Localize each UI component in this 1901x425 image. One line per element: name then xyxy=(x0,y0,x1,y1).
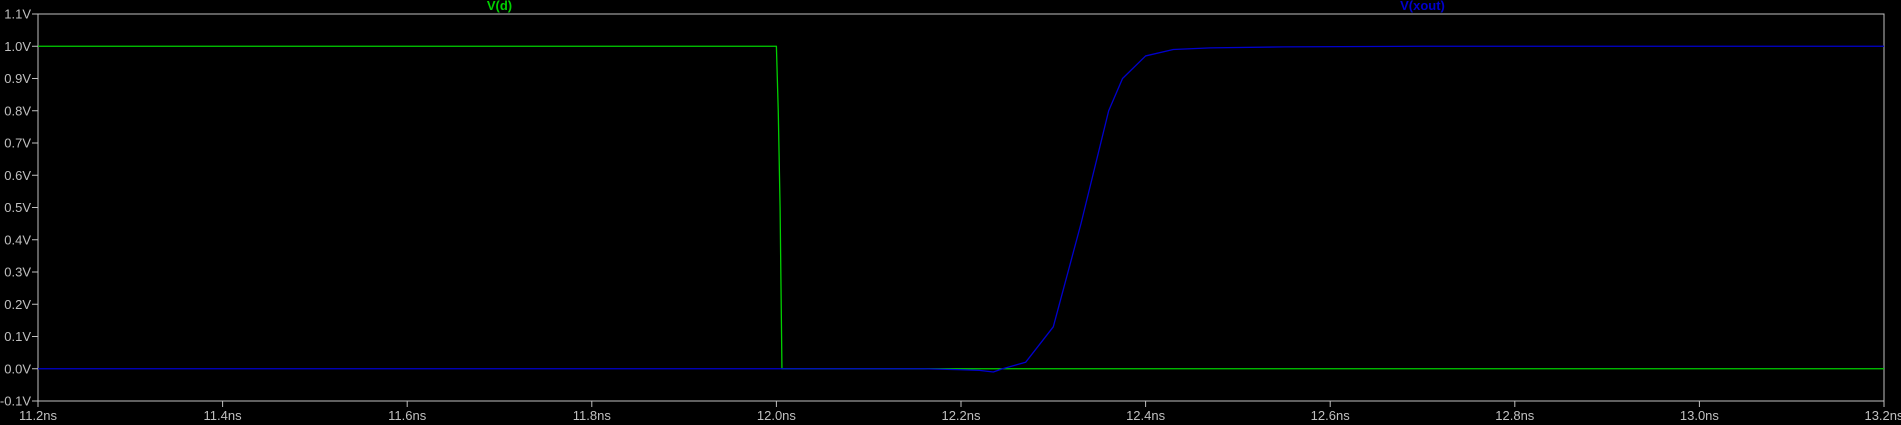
x-tick-label: 11.8ns xyxy=(573,408,612,423)
y-tick-label: 0.7V xyxy=(4,136,31,151)
y-tick-label: 0.9V xyxy=(4,71,31,86)
y-tick-label: 0.4V xyxy=(4,232,31,247)
legend-entry[interactable]: V(d) xyxy=(487,0,512,13)
y-tick-label: 0.3V xyxy=(4,265,31,280)
x-tick-label: 13.0ns xyxy=(1680,408,1720,423)
x-tick-label: 11.2ns xyxy=(19,408,58,423)
series-line-v-d xyxy=(38,45,1884,370)
x-tick-label: 12.4ns xyxy=(1126,408,1166,423)
y-tick-label: 1.0V xyxy=(4,39,31,54)
y-tick-label: 0.0V xyxy=(4,361,31,376)
plot-frame xyxy=(37,13,1885,402)
series-line-v-xout xyxy=(38,45,1884,373)
x-tick-label: 11.4ns xyxy=(204,408,243,423)
y-tick-label: -0.1V xyxy=(0,394,31,409)
y-tick-label: 0.1V xyxy=(4,329,31,344)
y-tick-label: 1.1V xyxy=(4,7,31,22)
y-tick-label: 0.8V xyxy=(4,103,31,118)
y-tick-label: 0.2V xyxy=(4,297,31,312)
y-tick-label: 0.6V xyxy=(4,168,31,183)
x-tick-label: 12.8ns xyxy=(1495,408,1535,423)
x-tick-label: 13.2ns xyxy=(1864,408,1901,423)
x-tick-label: 12.2ns xyxy=(941,408,981,423)
x-tick-label: 11.6ns xyxy=(388,408,427,423)
legend-entry[interactable]: V(xout) xyxy=(1400,0,1445,13)
y-tick-label: 0.5V xyxy=(4,200,31,215)
x-tick-label: 12.6ns xyxy=(1311,408,1351,423)
x-tick-label: 12.0ns xyxy=(757,408,797,423)
